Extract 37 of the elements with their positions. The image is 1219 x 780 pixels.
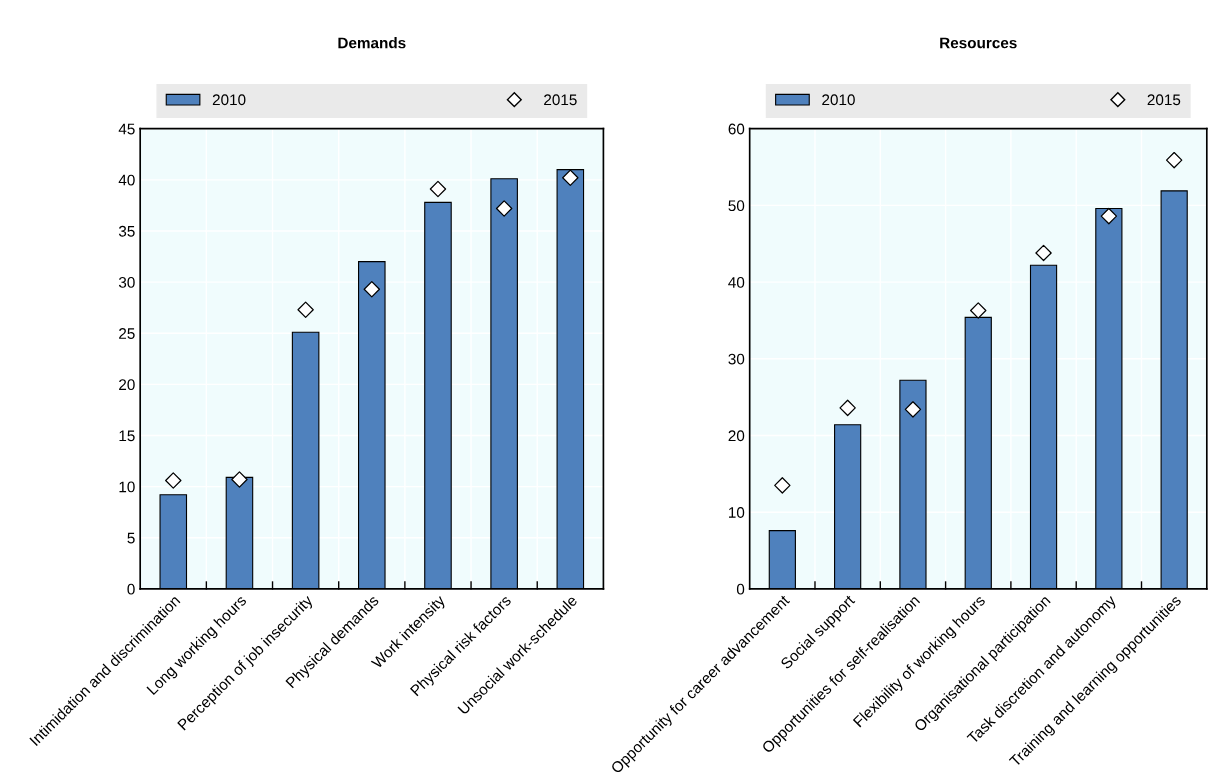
point	[231, 471, 248, 488]
y-tick-label: 40	[728, 276, 745, 288]
point	[429, 180, 447, 198]
point	[1165, 151, 1183, 169]
point	[774, 477, 791, 494]
point	[1100, 207, 1118, 225]
y-tick-label: 35	[118, 225, 135, 237]
point	[839, 399, 856, 417]
legend-label: 2010	[822, 94, 855, 106]
point	[904, 401, 922, 418]
point	[970, 302, 987, 319]
legend-label: 2015	[544, 94, 577, 106]
point	[297, 301, 314, 318]
chart-title: Resources	[940, 37, 1017, 49]
y-tick-label: 0	[736, 583, 745, 595]
y-tick-label: 20	[119, 379, 135, 391]
y-tick-label: 5	[127, 532, 135, 544]
y-tick-label: 30	[728, 353, 745, 365]
y-tick-label: 0	[127, 583, 135, 595]
y-tick-label: 30	[118, 276, 135, 288]
y-tick-label: 15	[119, 430, 135, 442]
y-tick-label: 20	[728, 430, 745, 442]
y-tick-label: 45	[118, 123, 135, 135]
point	[495, 200, 513, 217]
point	[165, 472, 182, 489]
y-tick-label: 40	[118, 174, 135, 186]
y-tick-label: 10	[119, 481, 135, 493]
point	[1035, 244, 1052, 262]
y-tick-label: 60	[728, 123, 745, 135]
y-tick-label: 50	[728, 200, 745, 212]
legend-label: 2010	[212, 94, 246, 106]
y-tick-label: 10	[729, 507, 745, 518]
y-tick-label: 25	[119, 328, 135, 339]
point	[562, 169, 579, 187]
legend-label: 2015	[1147, 94, 1181, 106]
chart-title: Demands	[338, 37, 406, 49]
point	[363, 281, 381, 298]
